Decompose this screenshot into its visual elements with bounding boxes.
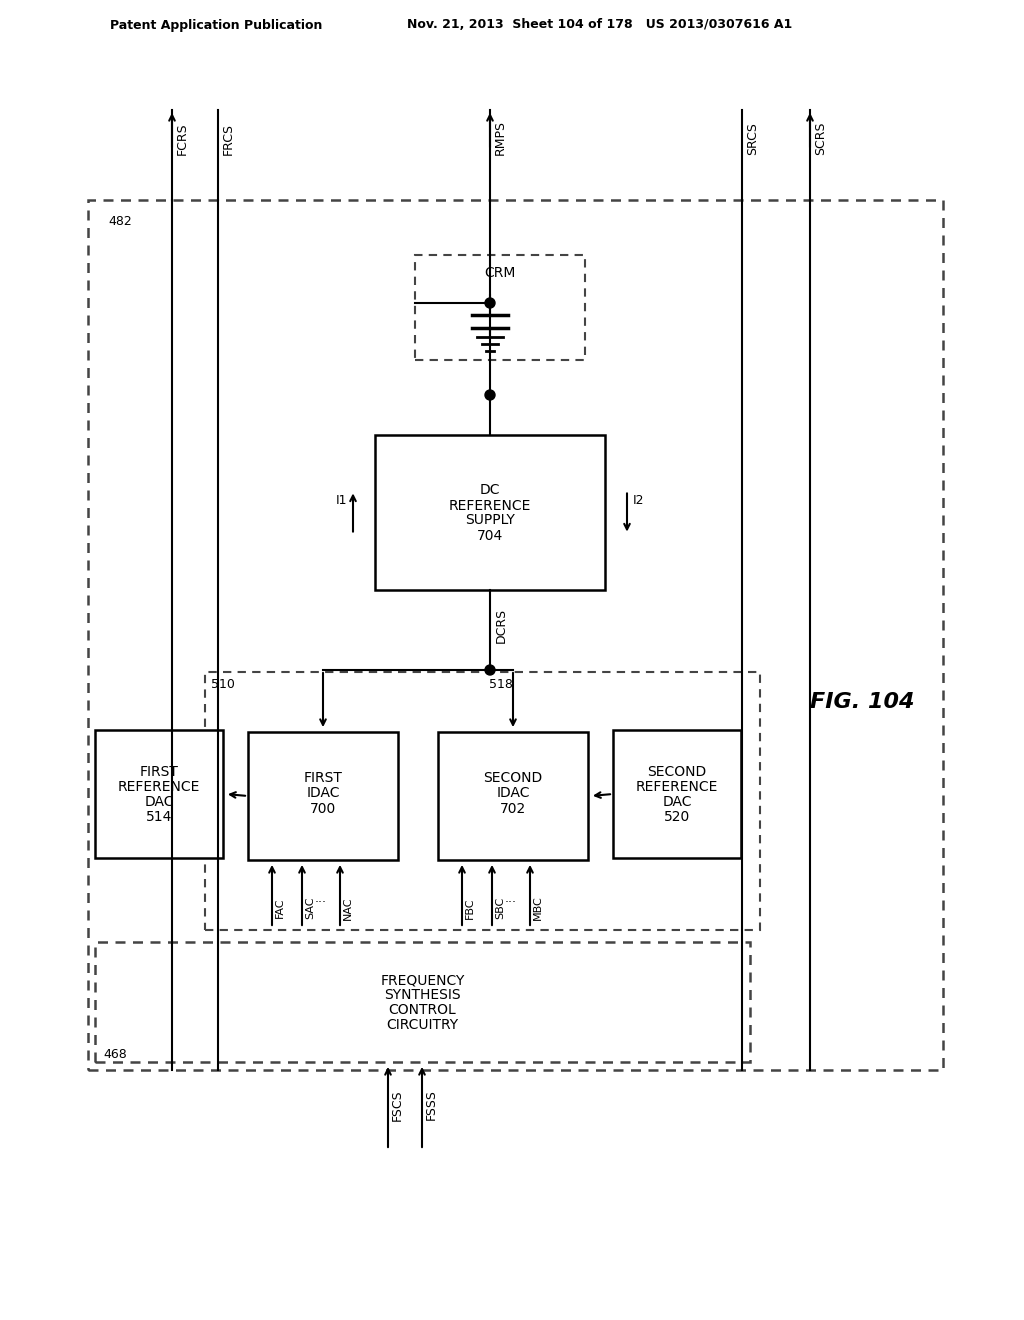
Text: FRCS: FRCS <box>222 123 234 154</box>
Text: 510: 510 <box>211 678 234 690</box>
Bar <box>205 672 760 931</box>
Text: SAC: SAC <box>305 896 315 919</box>
Text: FSCS: FSCS <box>391 1089 404 1121</box>
Text: I1: I1 <box>336 494 347 507</box>
Text: 514: 514 <box>145 810 172 824</box>
Text: FIG. 104: FIG. 104 <box>810 692 914 711</box>
Text: 704: 704 <box>477 528 503 543</box>
Bar <box>88 201 943 1071</box>
Circle shape <box>485 298 495 308</box>
Text: REFERENCE: REFERENCE <box>449 499 531 512</box>
Text: Nov. 21, 2013  Sheet 104 of 178   US 2013/0307616 A1: Nov. 21, 2013 Sheet 104 of 178 US 2013/0… <box>408 18 793 32</box>
Bar <box>375 436 605 590</box>
Text: 700: 700 <box>310 803 336 816</box>
Bar <box>613 730 741 858</box>
Text: DAC: DAC <box>144 795 174 809</box>
Text: DC: DC <box>480 483 501 498</box>
Text: Patent Application Publication: Patent Application Publication <box>110 18 323 32</box>
Text: ...: ... <box>505 891 517 904</box>
Text: I2: I2 <box>633 494 644 507</box>
Text: 518: 518 <box>488 678 512 690</box>
Text: IDAC: IDAC <box>497 785 529 800</box>
Text: FIRST: FIRST <box>139 766 178 779</box>
Text: DCRS: DCRS <box>495 607 508 643</box>
Bar <box>415 255 585 360</box>
Text: MBC: MBC <box>534 896 543 920</box>
Circle shape <box>485 665 495 675</box>
Bar <box>248 733 398 861</box>
Text: REFERENCE: REFERENCE <box>118 780 200 795</box>
Text: 520: 520 <box>664 810 690 824</box>
Circle shape <box>485 389 495 400</box>
Text: SUPPLY: SUPPLY <box>465 513 515 528</box>
Text: CIRCUITRY: CIRCUITRY <box>386 1018 459 1032</box>
Text: FSSS: FSSS <box>425 1089 438 1121</box>
Bar <box>95 730 223 858</box>
Text: SYNTHESIS: SYNTHESIS <box>384 987 461 1002</box>
Text: SRCS: SRCS <box>746 123 759 154</box>
Text: RMPS: RMPS <box>494 120 507 154</box>
Text: NAC: NAC <box>343 896 353 920</box>
Text: REFERENCE: REFERENCE <box>636 780 718 795</box>
Text: IDAC: IDAC <box>306 785 340 800</box>
Text: SECOND: SECOND <box>483 771 543 785</box>
Text: 702: 702 <box>500 803 526 816</box>
Text: FBC: FBC <box>465 898 475 919</box>
Text: CRM: CRM <box>484 267 516 280</box>
Text: 482: 482 <box>108 215 132 228</box>
Text: FAC: FAC <box>275 898 285 919</box>
Text: FREQUENCY: FREQUENCY <box>380 973 465 987</box>
Text: FCRS: FCRS <box>176 123 189 154</box>
Bar <box>95 942 750 1063</box>
Text: DAC: DAC <box>663 795 692 809</box>
Text: FIRST: FIRST <box>303 771 342 785</box>
Text: SCRS: SCRS <box>814 121 827 154</box>
Bar <box>438 733 588 861</box>
Text: CONTROL: CONTROL <box>389 1003 457 1016</box>
Text: ...: ... <box>315 891 327 904</box>
Text: 468: 468 <box>103 1048 127 1061</box>
Text: SECOND: SECOND <box>647 766 707 779</box>
Text: SBC: SBC <box>495 896 505 919</box>
